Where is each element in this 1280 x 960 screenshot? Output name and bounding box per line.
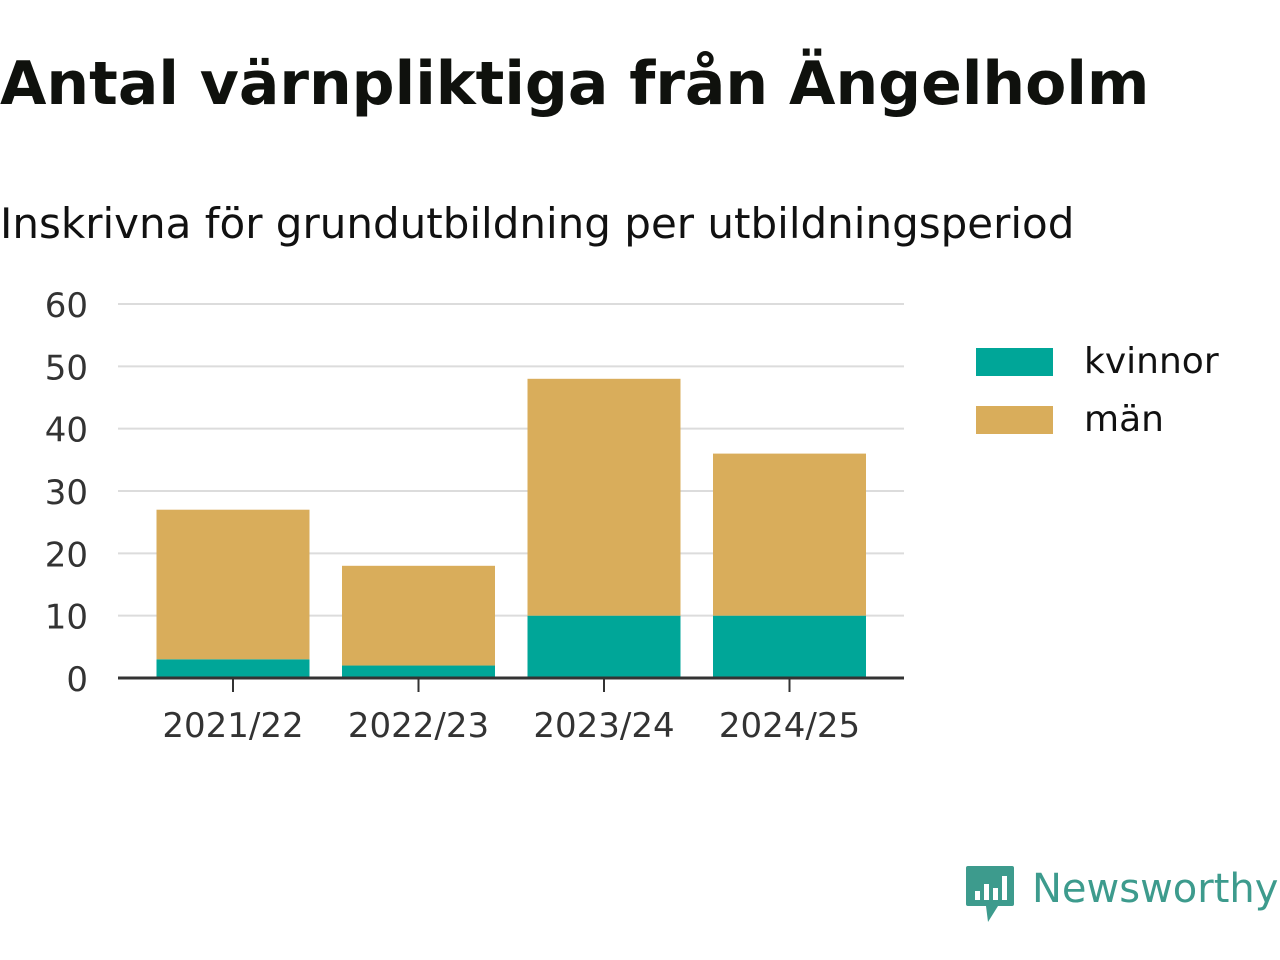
legend-swatch-man [976, 406, 1053, 434]
bar-segment-kvinnor [156, 659, 310, 678]
bar-segment-män [527, 378, 681, 616]
y-tick-label: 60 [45, 286, 88, 326]
y-tick-label: 20 [45, 535, 88, 575]
y-tick-label: 0 [66, 660, 88, 700]
x-tick-label: 2024/25 [719, 706, 860, 746]
bar-segment-kvinnor [713, 615, 866, 678]
chart-title: Antal värnpliktiga från Ängelholm [0, 49, 1150, 119]
bar-segment-kvinnor [527, 615, 681, 678]
newsworthy-logo-icon [966, 866, 1014, 922]
axes: 0 10 20 30 40 50 60 2021/22 2022/23 2023/24 2024/2… [45, 286, 904, 746]
bar-segment-kvinnor [342, 665, 495, 678]
chart-subtitle: Inskrivna för grundutbildning per utbild… [0, 199, 1075, 248]
brand-name: Newsworthy [1032, 866, 1279, 912]
bar-segment-män [342, 565, 495, 666]
y-tick-label: 40 [45, 411, 88, 451]
legend-swatch-kvinnor [976, 348, 1053, 376]
y-tick-label: 30 [45, 473, 88, 513]
legend-label-kvinnor: kvinnor [1084, 341, 1219, 382]
x-tick-label: 2023/24 [533, 706, 674, 746]
x-tick-label: 2022/23 [348, 706, 489, 746]
y-tick-label: 50 [45, 348, 88, 388]
y-tick-label: 10 [45, 598, 88, 638]
bar-segment-män [713, 453, 866, 616]
x-tick-label: 2021/22 [162, 706, 303, 746]
bars [156, 378, 866, 678]
bar-segment-män [156, 509, 310, 660]
legend-label-man: män [1084, 399, 1164, 440]
